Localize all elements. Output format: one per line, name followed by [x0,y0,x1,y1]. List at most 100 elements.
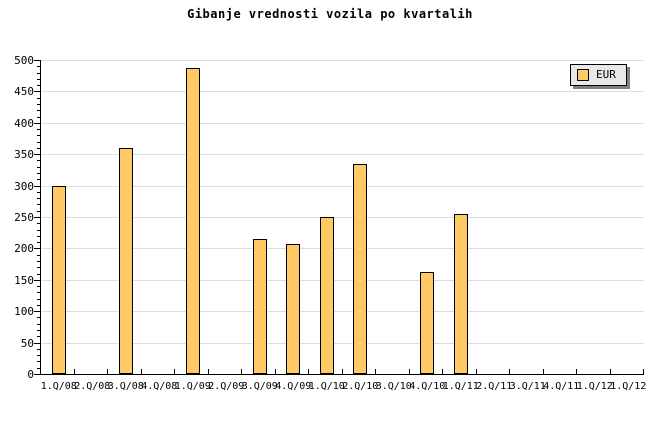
y-tick-minor [37,198,40,200]
x-axis-label: 2.Q/08 [74,381,111,392]
gridline [41,217,644,218]
x-axis-tick [174,369,175,374]
gridline [41,122,644,124]
y-axis-label: 400 [14,116,34,130]
legend-swatch [577,69,589,81]
y-axis-label: 200 [14,242,34,256]
y-tick-major [34,374,40,375]
y-axis-label: 450 [14,85,34,99]
y-tick-minor [37,85,40,87]
y-tick-minor [37,286,40,288]
y-tick-minor [37,129,40,131]
y-tick-minor [37,298,40,300]
bar [51,185,66,374]
y-axis-label: 100 [14,305,34,319]
x-axis-label: 1.Q/12 [610,381,647,392]
y-tick-major [34,248,40,250]
y-axis-line [40,60,41,375]
y-axis-label: 0 [27,368,34,381]
x-axis-tick [207,369,209,374]
gridline [41,154,644,156]
y-tick-minor [37,97,40,99]
y-tick-minor [37,116,40,118]
x-axis-tick [341,369,343,374]
x-axis-tick [576,369,577,374]
x-axis-label: 3.Q/08 [107,381,144,392]
y-axis-label: 350 [14,148,34,162]
y-tick-minor [37,210,40,212]
bar [453,213,468,374]
y-tick-minor [37,160,40,162]
legend: EUR [570,64,627,86]
y-tick-major [34,122,40,124]
y-tick-minor [37,367,40,369]
x-axis-label: 4.Q/09 [275,381,312,392]
y-axis-label: 150 [14,273,34,287]
gridline [41,60,644,61]
y-tick-minor [37,330,40,332]
x-axis-tick [475,369,477,374]
x-axis-label: 2.Q/09 [208,381,245,392]
y-tick-major [34,217,40,218]
x-axis-label: 1.Q/10 [308,381,345,392]
y-tick-minor [37,110,40,112]
y-tick-minor [37,223,40,225]
gridline [41,91,644,93]
y-tick-minor [37,235,40,237]
y-tick-minor [37,204,40,206]
gridline [41,248,644,250]
x-axis-tick [140,369,142,374]
y-tick-major [34,185,40,187]
y-tick-minor [37,229,40,231]
x-axis-tick [542,369,544,374]
x-axis-label: 2.Q/11 [476,381,513,392]
x-axis-tick [308,369,309,374]
y-tick-minor [37,179,40,181]
x-axis-tick [274,369,276,374]
x-axis-label: 3.Q/09 [241,381,278,392]
y-tick-major [34,342,40,344]
y-tick-minor [37,78,40,80]
y-tick-major [34,279,40,281]
y-tick-minor [37,273,40,275]
gridline [41,185,644,187]
y-tick-minor [37,292,40,294]
y-axis-label: 250 [14,211,34,224]
y-tick-major [34,60,40,61]
x-axis-line [40,374,644,375]
y-tick-major [34,154,40,156]
y-tick-minor [37,66,40,68]
y-tick-minor [37,317,40,319]
gridline [41,279,644,281]
x-axis-label: 4.Q/08 [141,381,178,392]
y-tick-minor [37,323,40,325]
x-axis-tick [40,369,41,374]
x-axis-label: 4.Q/11 [543,381,580,392]
x-axis-label: 1.Q/12 [576,381,613,392]
x-axis-label: 3.Q/10 [375,381,412,392]
x-axis-label: 1.Q/11 [442,381,479,392]
legend-label: EUR [596,68,616,81]
y-tick-major [34,91,40,93]
chart-title: Gibanje vrednosti vozila po kvartalih [187,7,473,21]
x-axis-tick [107,369,108,374]
bar [353,163,368,374]
x-axis-label: 2.Q/10 [342,381,379,392]
y-tick-minor [37,135,40,137]
x-axis-label: 1.Q/08 [40,381,77,392]
y-tick-minor [37,147,40,149]
gridline [41,342,644,344]
y-tick-minor [37,173,40,175]
y-tick-minor [37,166,40,168]
y-tick-minor [37,260,40,262]
y-tick-minor [37,348,40,350]
y-tick-minor [37,336,40,338]
x-axis-label: 4.Q/10 [409,381,446,392]
y-tick-minor [37,72,40,74]
x-axis-tick [241,369,242,374]
y-tick-minor [37,361,40,363]
y-axis-label: 500 [14,54,34,67]
x-axis-tick [375,369,376,374]
x-axis-label: 3.Q/11 [509,381,546,392]
